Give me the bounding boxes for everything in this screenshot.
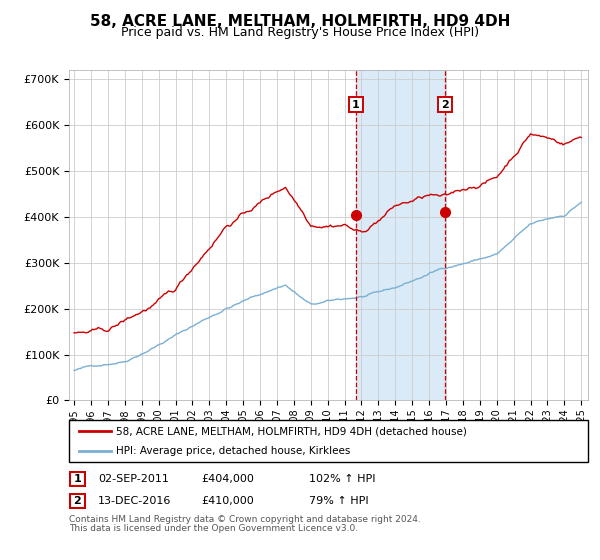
Bar (356, 70, 445, 400)
Text: £410,000: £410,000 (201, 496, 254, 506)
FancyBboxPatch shape (69, 420, 588, 462)
Text: Price paid vs. HM Land Registry's House Price Index (HPI): Price paid vs. HM Land Registry's House … (121, 26, 479, 39)
Text: 58, ACRE LANE, MELTHAM, HOLMFIRTH, HD9 4DH (detached house): 58, ACRE LANE, MELTHAM, HOLMFIRTH, HD9 4… (116, 426, 467, 436)
Text: 02-SEP-2011: 02-SEP-2011 (98, 474, 169, 484)
Text: 58, ACRE LANE, MELTHAM, HOLMFIRTH, HD9 4DH: 58, ACRE LANE, MELTHAM, HOLMFIRTH, HD9 4… (90, 14, 510, 29)
FancyBboxPatch shape (70, 494, 85, 508)
Text: 102% ↑ HPI: 102% ↑ HPI (309, 474, 376, 484)
Text: 79% ↑ HPI: 79% ↑ HPI (309, 496, 368, 506)
Text: 2: 2 (441, 100, 449, 110)
Text: HPI: Average price, detached house, Kirklees: HPI: Average price, detached house, Kirk… (116, 446, 350, 456)
Text: 13-DEC-2016: 13-DEC-2016 (98, 496, 171, 506)
Text: Contains HM Land Registry data © Crown copyright and database right 2024.: Contains HM Land Registry data © Crown c… (69, 515, 421, 524)
Text: This data is licensed under the Open Government Licence v3.0.: This data is licensed under the Open Gov… (69, 524, 358, 533)
Text: 1: 1 (352, 100, 360, 110)
Text: 1: 1 (74, 474, 81, 484)
FancyBboxPatch shape (70, 472, 85, 486)
Text: 2: 2 (74, 496, 81, 506)
Text: £404,000: £404,000 (201, 474, 254, 484)
